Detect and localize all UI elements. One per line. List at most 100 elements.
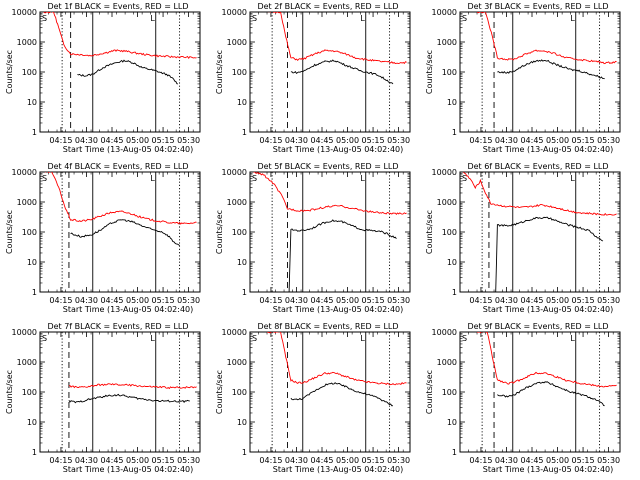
x-tick-label: 04:15 [259,136,282,145]
x-tick-label: 05:15 [362,296,385,305]
corner-mark-l: L [570,174,575,183]
corner-mark-s: S [42,14,47,23]
series-lld-line [68,383,197,390]
y-tick-label: 10000 [12,168,37,177]
x-axis-label: Start Time (13-Aug-05 04:02:40) [483,305,614,314]
x-tick-label: 05:00 [336,136,359,145]
x-axis-label: Start Time (13-Aug-05 04:02:40) [483,465,614,474]
panel-det-8: Det 8f BLACK = Events, RED = LLD 1 10 100 10… [215,322,411,474]
y-tick-label: 1000 [17,198,37,207]
panel-det-2: Det 2f BLACK = Events, RED = LLD 1 10 100 10… [215,2,411,154]
panel-title: Det 3f BLACK = Events, RED = LLD [467,2,608,11]
x-axis-label: Start Time (13-Aug-05 04:02:40) [273,145,404,154]
corner-mark-s: S [252,174,257,183]
y-tick-label: 1000 [437,198,457,207]
x-tick-label: 04:15 [469,296,492,305]
y-tick-label: 10000 [222,168,247,177]
y-tick-label: 1 [242,448,247,457]
corner-mark-l: L [360,174,365,183]
y-tick-label: 10 [447,98,457,107]
x-tick-label: 05:00 [546,136,569,145]
corner-mark-s: S [462,334,467,343]
panel-title: Det 5f BLACK = Events, RED = LLD [257,162,398,171]
panel-det-6: Det 6f BLACK = Events, RED = LLD 1 10 100 10… [425,162,621,314]
corner-mark-l: L [150,174,155,183]
panel-title: Det 8f BLACK = Events, RED = LLD [257,322,398,331]
panel-det-9: Det 9f BLACK = Events, RED = LLD 1 10 100 10… [425,322,621,474]
y-axis-label: Counts/sec [5,50,14,94]
x-tick-label: 04:45 [310,456,333,465]
y-tick-label: 1000 [227,358,247,367]
y-tick-label: 1 [242,288,247,297]
series-events-line [497,381,605,407]
x-tick-label: 05:00 [126,296,149,305]
series-lld-line [266,332,407,386]
plot-area [266,332,407,452]
y-tick-label: 100 [232,388,247,397]
y-tick-label: 1000 [17,38,37,47]
x-tick-label: 05:00 [546,296,569,305]
x-tick-label: 04:30 [75,296,98,305]
y-tick-label: 10 [27,418,37,427]
plot-frame [459,11,621,133]
series-events-line [290,382,394,407]
corner-mark-l: L [150,14,155,23]
series-lld-line [463,172,617,216]
panel-det-7: Det 7f BLACK = Events, RED = LLD 1 10 100 10… [5,322,201,474]
y-axis-label: Counts/sec [5,370,14,414]
x-tick-label: 05:15 [152,136,175,145]
panel-title: Det 7f BLACK = Events, RED = LLD [47,322,188,331]
x-tick-label: 05:30 [597,136,620,145]
x-tick-label: 04:15 [49,136,72,145]
x-tick-label: 04:45 [310,296,333,305]
series-events-line [495,216,604,292]
x-tick-label: 04:30 [285,136,308,145]
plot-frame [459,331,621,453]
y-axis-label: Counts/sec [215,50,224,94]
plot-area [44,172,197,292]
x-tick-label: 04:45 [520,456,543,465]
x-tick-label: 05:30 [387,296,410,305]
plot-frame [39,11,201,133]
x-tick-label: 05:15 [572,136,595,145]
x-tick-label: 04:15 [259,456,282,465]
x-axis-label: Start Time (13-Aug-05 04:02:40) [63,305,194,314]
y-tick-label: 10000 [12,328,37,337]
x-tick-label: 04:45 [100,296,123,305]
x-tick-label: 05:15 [572,296,595,305]
y-tick-label: 100 [442,388,457,397]
x-tick-label: 04:30 [75,456,98,465]
y-tick-label: 1 [452,448,457,457]
plot-frame [249,11,411,133]
y-tick-label: 10 [237,258,247,267]
y-axis-label: Counts/sec [425,370,434,414]
y-tick-label: 100 [232,228,247,237]
x-tick-label: 04:45 [520,296,543,305]
plot-frame [249,331,411,453]
y-tick-label: 10000 [222,8,247,17]
corner-mark-l: L [150,334,155,343]
y-axis-label: Counts/sec [215,210,224,254]
x-tick-label: 05:00 [546,456,569,465]
plot-area [253,172,407,292]
x-tick-label: 04:15 [469,456,492,465]
plot-area [267,12,407,132]
series-events-line [497,59,605,80]
y-tick-label: 10 [237,98,247,107]
y-tick-label: 1 [452,288,457,297]
corner-mark-l: L [570,14,575,23]
x-tick-label: 05:15 [572,456,595,465]
y-tick-label: 100 [22,388,37,397]
plot-frame [249,171,411,293]
y-tick-label: 10 [447,258,457,267]
y-tick-label: 100 [22,228,37,237]
y-tick-label: 1 [32,288,37,297]
y-axis-label: Counts/sec [425,50,434,94]
panel-det-4: Det 4f BLACK = Events, RED = LLD 1 10 100 10… [5,162,201,314]
x-tick-label: 04:45 [520,136,543,145]
x-tick-label: 04:15 [49,296,72,305]
y-tick-label: 1 [452,128,457,137]
series-lld-line [44,172,197,225]
panel-title: Det 4f BLACK = Events, RED = LLD [47,162,188,171]
